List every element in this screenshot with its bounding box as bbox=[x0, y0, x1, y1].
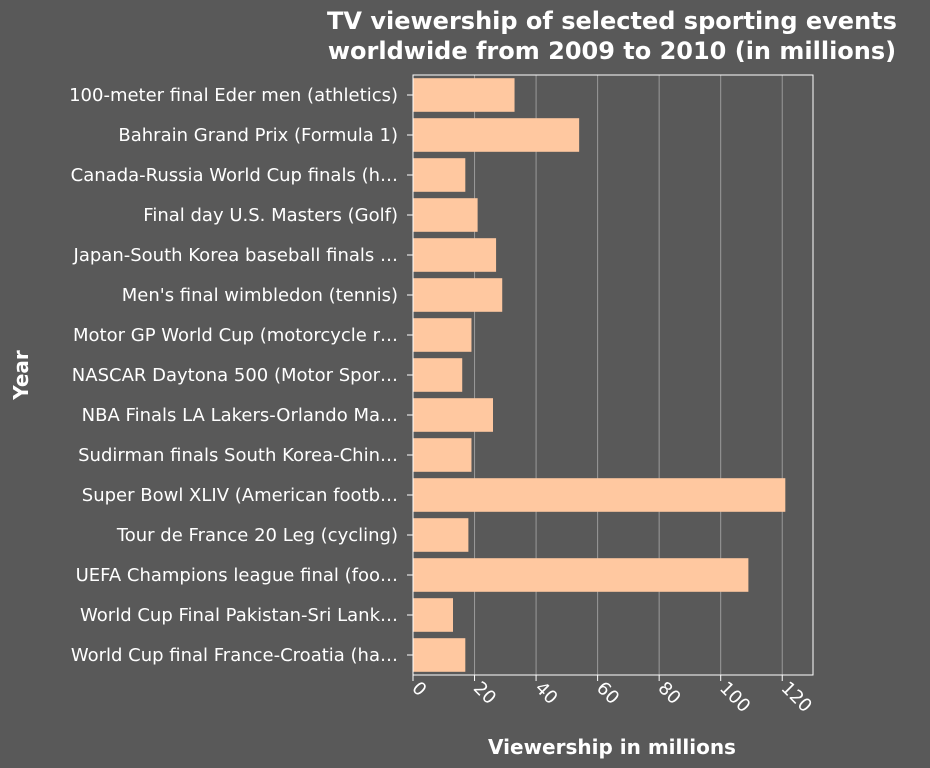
category-label: Canada-Russia World Cup finals (h… bbox=[71, 165, 398, 186]
bar bbox=[413, 318, 472, 352]
bar bbox=[413, 358, 463, 392]
x-tick-label: 40 bbox=[531, 678, 562, 709]
x-tick-label: 100 bbox=[715, 678, 754, 717]
chart-title-line-1: TV viewership of selected sporting event… bbox=[327, 7, 897, 35]
category-label: Bahrain Grand Prix (Formula 1) bbox=[118, 125, 398, 146]
category-label: Men's final wimbledon (tennis) bbox=[122, 285, 398, 306]
x-tick-label: 20 bbox=[469, 678, 500, 709]
gridlines bbox=[412, 75, 783, 675]
bar bbox=[413, 198, 478, 232]
category-label: Tour de France 20 Leg (cycling) bbox=[116, 525, 398, 546]
category-label: World Cup Final Pakistan-Sri Lank… bbox=[80, 605, 398, 626]
bar bbox=[413, 278, 503, 312]
bar bbox=[413, 398, 493, 432]
x-axis-title: Viewership in millions bbox=[488, 735, 736, 759]
bar bbox=[413, 238, 497, 272]
bar bbox=[413, 598, 453, 632]
x-tick-label: 80 bbox=[654, 678, 685, 709]
x-tick-label: 120 bbox=[777, 678, 816, 717]
category-label: Final day U.S. Masters (Golf) bbox=[143, 205, 398, 226]
category-label: 100-meter final Eder men (athletics) bbox=[69, 85, 398, 106]
bar bbox=[413, 478, 786, 512]
bar bbox=[413, 638, 466, 672]
bar bbox=[413, 78, 515, 112]
category-label: Motor GP World Cup (motorcycle r… bbox=[73, 325, 398, 346]
value-axis: 0 20 40 60 80 100 120 bbox=[407, 675, 816, 717]
x-tick-label: 0 bbox=[407, 678, 430, 701]
category-label: NBA Finals LA Lakers-Orlando Ma… bbox=[82, 405, 398, 426]
bar bbox=[413, 558, 749, 592]
category-label: NASCAR Daytona 500 (Motor Spor… bbox=[72, 365, 398, 386]
category-label: Japan-South Korea baseball finals … bbox=[73, 245, 398, 266]
category-label: World Cup final France-Croatia (ha… bbox=[71, 645, 398, 666]
bars bbox=[413, 78, 786, 672]
category-label: Super Bowl XLIV (American footb… bbox=[82, 485, 398, 506]
y-axis-title: Year bbox=[9, 350, 33, 401]
x-tick-label: 60 bbox=[592, 678, 623, 709]
category-axis: 100-meter final Eder men (athletics) Bahr… bbox=[69, 85, 413, 666]
bar bbox=[413, 158, 466, 192]
bar bbox=[413, 518, 469, 552]
bar bbox=[413, 438, 472, 472]
category-label: UEFA Champions league final (foo… bbox=[76, 565, 398, 586]
category-label: Sudirman finals South Korea-Chin… bbox=[78, 445, 398, 466]
chart-title-line-2: worldwide from 2009 to 2010 (in millions… bbox=[328, 37, 896, 65]
bar bbox=[413, 118, 580, 152]
